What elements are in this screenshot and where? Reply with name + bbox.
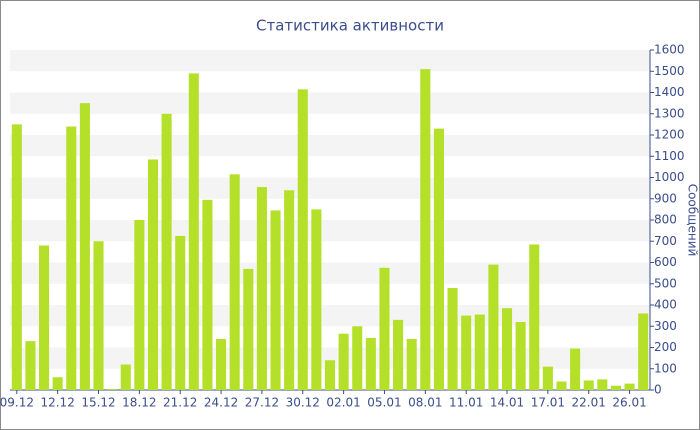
x-tick-label: 05.01 <box>367 396 401 410</box>
bar <box>284 190 295 390</box>
bar <box>352 326 363 390</box>
bar <box>107 388 118 390</box>
bar <box>229 174 240 390</box>
grid-band <box>10 50 650 72</box>
grid-band <box>10 92 650 114</box>
bar <box>474 314 485 390</box>
chart-title: Статистика активности <box>256 17 444 35</box>
bar <box>93 241 104 390</box>
bar <box>188 73 199 390</box>
bar <box>461 315 472 390</box>
x-tick-label: 18.12 <box>122 396 156 410</box>
y-tick-label: 600 <box>654 255 677 269</box>
bar <box>447 288 458 390</box>
x-tick-label: 14.01 <box>490 396 524 410</box>
bar <box>638 313 649 390</box>
bar <box>216 339 227 390</box>
x-tick-label: 15.12 <box>81 396 115 410</box>
grid-band <box>10 135 650 157</box>
bar <box>610 385 621 390</box>
y-tick-label: 200 <box>654 340 677 354</box>
bar <box>488 264 499 390</box>
y-tick-label: 1400 <box>654 85 685 99</box>
y-axis-label: Сообщений <box>686 184 700 257</box>
bar <box>406 339 417 390</box>
bar <box>379 267 390 390</box>
y-tick-label: 300 <box>654 319 677 333</box>
bar <box>624 383 635 390</box>
bar <box>243 268 254 390</box>
bar <box>597 379 608 390</box>
y-tick-label: 900 <box>654 191 677 205</box>
bar <box>25 341 36 390</box>
bar <box>256 187 267 390</box>
bar <box>583 380 594 390</box>
x-tick-label: 09.12 <box>0 396 34 410</box>
grid-band <box>10 305 650 327</box>
bar <box>570 348 581 390</box>
x-tick-label: 21.12 <box>163 396 197 410</box>
x-tick-label: 12.12 <box>40 396 74 410</box>
bar <box>270 210 281 390</box>
bar <box>120 364 131 390</box>
bar <box>311 209 322 390</box>
bar <box>39 245 50 390</box>
y-tick-label: 700 <box>654 234 677 248</box>
x-tick-label: 08.01 <box>408 396 442 410</box>
y-tick-label: 1200 <box>654 128 685 142</box>
bar <box>393 319 404 390</box>
bar <box>202 199 213 390</box>
y-tick-label: 1100 <box>654 149 685 163</box>
bar <box>11 124 22 390</box>
grid-band <box>10 177 650 199</box>
bar <box>147 159 159 390</box>
y-tick-label: 1500 <box>654 64 685 78</box>
y-tick-label: 100 <box>654 361 677 375</box>
bar <box>52 377 63 390</box>
x-tick-label: 24.12 <box>204 396 238 410</box>
bar <box>79 103 90 390</box>
y-tick-label: 500 <box>654 276 677 290</box>
x-tick-label: 02.01 <box>326 396 360 410</box>
y-tick-label: 800 <box>654 213 677 227</box>
x-tick-label: 26.01 <box>612 396 646 410</box>
bar <box>324 360 336 390</box>
y-tick-label: 400 <box>654 298 677 312</box>
grid-band <box>10 220 650 242</box>
bar <box>365 337 376 390</box>
bar <box>420 69 431 390</box>
bar <box>161 113 172 390</box>
x-tick-label: 22.01 <box>572 396 606 410</box>
bar <box>542 366 553 390</box>
y-tick-label: 0 <box>654 383 662 397</box>
bar <box>529 244 540 390</box>
x-tick-label: 30.12 <box>286 396 320 410</box>
bar <box>175 235 186 390</box>
bar <box>66 126 77 390</box>
bar <box>515 322 526 390</box>
bar <box>297 89 308 390</box>
bar <box>433 128 444 390</box>
x-tick-label: 11.01 <box>449 396 483 410</box>
y-tick-label: 1600 <box>654 43 685 57</box>
bar <box>338 333 349 390</box>
bar <box>501 308 513 390</box>
x-tick-label: 17.01 <box>531 396 565 410</box>
y-tick-label: 1000 <box>654 170 685 184</box>
x-tick-label: 27.12 <box>245 396 279 410</box>
grid-band <box>10 262 650 284</box>
bar <box>134 220 145 390</box>
y-tick-label: 1300 <box>654 106 685 120</box>
bar <box>556 381 567 390</box>
